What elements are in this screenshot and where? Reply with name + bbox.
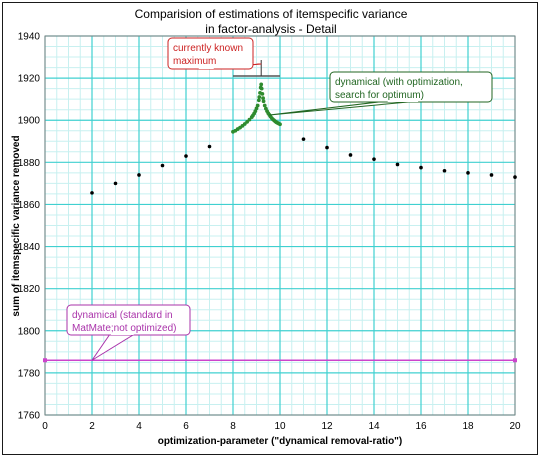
known-max-annotation-text: currently known (173, 43, 243, 54)
dynamical-point (348, 153, 353, 157)
optimized-point (259, 86, 264, 91)
dynamical-point (90, 191, 94, 195)
plot-area (44, 35, 516, 416)
optimized-point (261, 99, 266, 104)
dynamical-point (207, 144, 212, 149)
x-tick-label: 12 (321, 421, 333, 432)
dynamical-point (466, 171, 470, 175)
standard-series-point (513, 358, 517, 363)
x-tick-label: 20 (509, 421, 521, 432)
optimized-point (262, 103, 267, 108)
dynamical-point (489, 173, 494, 177)
standard-annotation-text: dynamical (standard in (72, 310, 173, 321)
y-tick-label: 1920 (18, 74, 41, 85)
optimized-point (254, 106, 259, 111)
optimized-point (259, 82, 264, 87)
y-tick-label: 1840 (18, 242, 41, 253)
y-tick-label: 1900 (18, 116, 41, 127)
optimized-point (261, 96, 265, 101)
known-max-annotation-text: maximum (173, 56, 216, 67)
x-tick-label: 6 (183, 421, 189, 432)
optimized-point (245, 120, 250, 124)
optimized-point (260, 92, 265, 96)
tick-labels: 0 2 4 6 8 10 12 14 16 18 2017601780180018201840186… (18, 32, 521, 433)
standard-series-point (43, 358, 47, 363)
standard-annotation-pointer-join (111, 333, 134, 335)
optimized-point (278, 122, 282, 127)
x-tick-label: 2 (89, 421, 95, 432)
dynamical-point (113, 181, 118, 186)
dynamical-point (301, 137, 306, 141)
known-max-annotation-pointer-join (198, 67, 214, 69)
dynamical-point (160, 163, 165, 168)
x-tick-label: 0 (42, 421, 48, 432)
y-axis-label: sum of itemspecific variance removed (11, 135, 22, 316)
x-tick-label: 10 (274, 421, 286, 432)
optimized-point (257, 95, 262, 99)
dynamical-point (419, 165, 423, 170)
y-tick-label: 1860 (18, 200, 41, 211)
x-axis-label: optimization-parameter ("dynamical remov… (158, 436, 403, 447)
y-tick-label: 1760 (18, 411, 41, 422)
y-tick-label: 1800 (18, 326, 41, 337)
optimized-annotation-text: search for optimum) (335, 90, 424, 101)
y-tick-label: 1820 (18, 284, 41, 295)
y-tick-label: 1880 (18, 158, 41, 169)
dynamical-point (442, 168, 447, 173)
data-marks (43, 60, 517, 363)
chart-title-line-1: Comparision of estimations of itemspecif… (135, 7, 408, 21)
x-tick-label: 4 (136, 421, 142, 432)
x-tick-label: 16 (415, 421, 427, 432)
y-tick-label: 1780 (18, 368, 41, 379)
optimized-annotation-text: dynamical (with optimization, (335, 77, 463, 88)
dynamical-point (395, 162, 400, 167)
optimized-point (255, 103, 260, 108)
dynamical-point (137, 173, 141, 177)
dynamical-point (372, 157, 376, 161)
chart-title-line-2: in factor-analysis - Detail (205, 22, 336, 36)
x-tick-label: 14 (368, 421, 380, 432)
dynamical-point (325, 145, 329, 150)
annotations: currently known maximum dynamical (with op… (66, 37, 493, 361)
x-tick-label: 18 (462, 421, 474, 432)
optimized-point (256, 98, 261, 103)
standard-annotation-pointer (91, 333, 137, 361)
dynamical-point (513, 175, 517, 179)
standard-annotation-text: MatMate;not optimized) (72, 323, 177, 334)
x-tick-label: 8 (230, 421, 236, 432)
optimized-point (247, 117, 252, 122)
optimized-annotation-pointer-join (387, 100, 419, 102)
y-tick-label: 1940 (18, 32, 41, 43)
dynamical-point (184, 154, 188, 158)
